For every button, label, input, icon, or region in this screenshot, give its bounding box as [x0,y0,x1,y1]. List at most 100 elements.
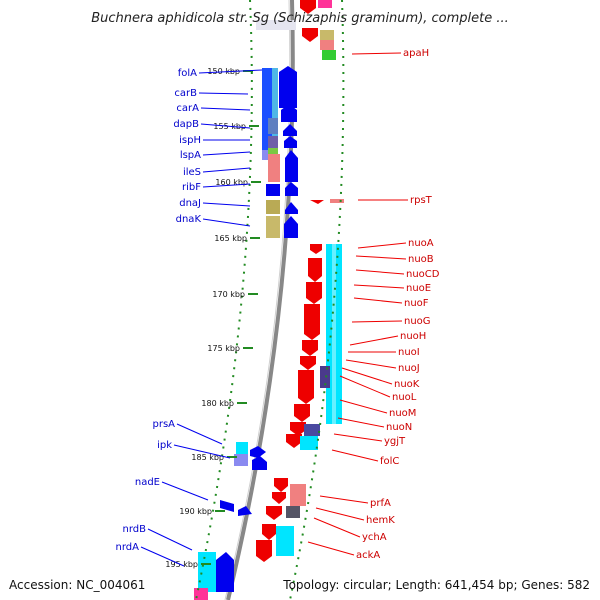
cog-band [318,0,332,8]
gene-label-dnaK[interactable]: dnaK [176,214,202,225]
reverse-gene[interactable] [290,422,306,436]
forward-gene[interactable] [285,182,298,196]
gene-leader-line [353,284,405,289]
gene-label-nuoJ[interactable]: nuoJ [398,363,420,374]
forward-gene[interactable] [285,202,298,214]
reverse-gene[interactable] [302,28,318,42]
scale-tick-label: 190 kbp [179,507,212,516]
gene-leader-line [333,433,383,442]
inner-tick-track [195,0,253,600]
gene-label-nuoH[interactable]: nuoH [400,331,426,342]
gene-label-nuoB[interactable]: nuoB [408,254,434,265]
gene-leader-line [202,218,251,227]
gene-leader-line [355,255,407,260]
gene-leader-line [198,69,263,74]
right-gene-labels: apaH rpsT nuoA nuoB nuoCD nuoE nuoF nuoG nuoH nuo… [307,48,440,561]
gene-label-apaH[interactable]: apaH [403,48,429,59]
gene-leader-line [173,444,231,459]
cog-band [320,30,334,40]
reverse-gene[interactable] [272,492,286,504]
gene-label-dnaJ[interactable]: dnaJ [179,198,201,209]
gene-label-folA[interactable]: folA [178,68,197,79]
gene-leader-line [357,242,407,249]
gene-label-ipk[interactable]: ipk [157,440,172,451]
map-title: Buchnera aphidicola str. Sg (Schizaphis … [91,11,509,26]
gene-label-ileS[interactable]: ileS [183,167,201,178]
gene-label-prsA[interactable]: prsA [152,419,175,430]
reverse-gene[interactable] [294,404,310,422]
gene-label-nrdA[interactable]: nrdA [116,542,140,553]
gene-leader-line [313,517,361,538]
gene-leader-line [319,495,369,504]
gene-label-ackA[interactable]: ackA [356,550,380,561]
gene-leader-line [337,417,385,428]
cog-band [286,506,300,518]
forward-gene[interactable] [284,136,297,148]
gene-label-nuoCD[interactable]: nuoCD [406,269,440,280]
gene-label-nuoG[interactable]: nuoG [404,316,431,327]
gene-label-ychA[interactable]: ychA [362,532,387,543]
forward-gene[interactable] [281,104,297,122]
forward-gene[interactable] [238,506,252,516]
reverse-gene[interactable] [298,370,314,404]
reverse-gene[interactable] [306,282,322,304]
gene-leader-line [315,507,365,521]
reverse-gene[interactable] [266,506,282,520]
gene-leader-line [351,320,403,323]
reverse-gene[interactable] [304,304,320,340]
gene-label-ygjT[interactable]: ygjT [384,436,406,447]
forward-gene[interactable] [266,200,280,214]
gene-label-ribF[interactable]: ribF [182,182,201,193]
gene-label-nuoK[interactable]: nuoK [394,379,420,390]
gene-label-nuoA[interactable]: nuoA [408,238,434,249]
reverse-gene[interactable] [256,540,272,562]
gene-label-folC[interactable]: folC [380,456,399,467]
reverse-gene[interactable] [274,478,288,492]
gene-label-hemK[interactable]: hemK [366,515,395,526]
gene-leader-line [341,367,393,385]
forward-gene[interactable] [266,184,280,196]
reverse-gene[interactable] [308,258,322,282]
gene-label-nuoN[interactable]: nuoN [386,422,412,433]
gene-label-nuoF[interactable]: nuoF [404,298,429,309]
cog-band [272,68,278,136]
forward-gene[interactable] [283,124,297,136]
gene-label-nadE[interactable]: nadE [135,477,160,488]
gene-label-rpsT[interactable]: rpsT [410,195,433,206]
forward-gene[interactable] [285,150,298,182]
gene-label-prfA[interactable]: prfA [370,498,391,509]
reverse-gene[interactable] [300,0,316,14]
forward-gene[interactable] [252,456,267,470]
forward-gene[interactable] [279,66,297,108]
forward-gene[interactable] [220,500,234,512]
cog-band [268,154,280,182]
gene-label-lspA[interactable]: lspA [180,150,201,161]
gene-label-nrdB[interactable]: nrdB [123,524,147,535]
reverse-features [256,0,324,562]
gene-leader-line [176,423,223,445]
forward-gene[interactable] [214,552,234,592]
gene-leader-line [200,123,251,129]
gene-label-nuoL[interactable]: nuoL [392,392,417,403]
forward-gene[interactable] [250,446,266,458]
reverse-gene[interactable] [262,524,276,540]
reverse-gene[interactable] [286,434,302,448]
reverse-gene[interactable] [302,340,318,356]
gene-label-nuoM[interactable]: nuoM [389,408,416,419]
gene-label-carA[interactable]: carA [176,103,199,114]
gene-label-carB[interactable]: carB [174,88,197,99]
reverse-gene[interactable] [300,356,316,370]
gene-label-dapB[interactable]: dapB [173,119,199,130]
gene-label-nuoE[interactable]: nuoE [406,283,431,294]
reverse-gene[interactable] [310,244,322,254]
gene-label-nuoI[interactable]: nuoI [398,347,420,358]
gene-label-ispH[interactable]: ispH [179,135,201,146]
cog-band [276,526,294,556]
cog-band [194,588,208,600]
forward-gene[interactable] [266,216,280,238]
forward-gene[interactable] [284,216,298,238]
genome-summary-text: Topology: circular; Length: 641,454 bp; … [283,578,590,592]
cog-band [304,424,320,436]
reverse-gene[interactable] [310,200,324,204]
